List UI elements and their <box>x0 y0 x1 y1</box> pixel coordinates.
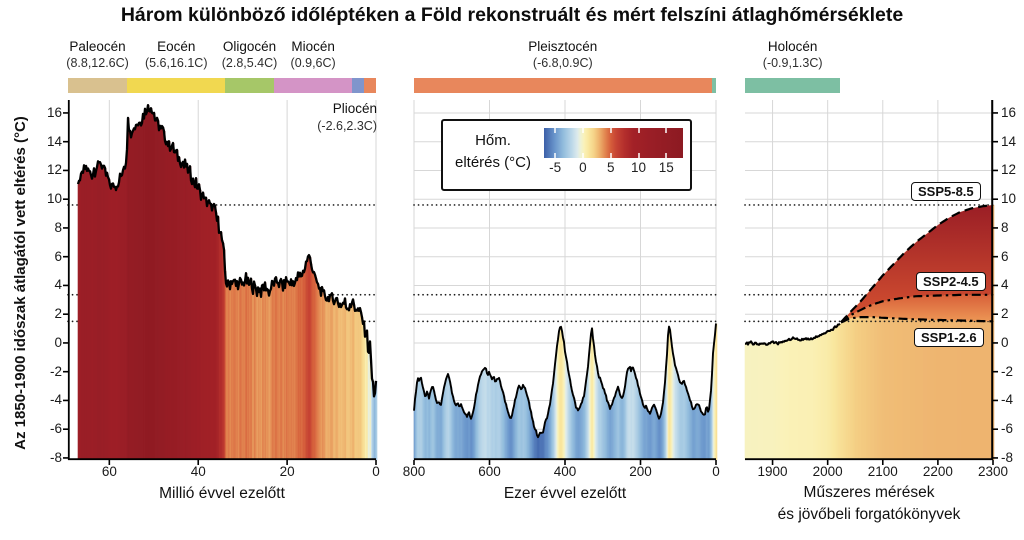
x-tick-label: 800 <box>402 464 426 479</box>
epoch-range-oligocén: (2.8,5.4C) <box>221 56 278 70</box>
ssp1-26-label: SSP1-2.6 <box>914 328 984 347</box>
x-tick-label: 600 <box>478 464 501 479</box>
epoch-bar-pleisztocén <box>414 78 712 93</box>
y-tick-label: 0 <box>1001 334 1009 350</box>
x-tick-label: 400 <box>553 464 577 479</box>
y-tick-label: 6 <box>1001 248 1009 264</box>
pliocene-annotation: Pliocén (-2.6,2.3C) <box>255 101 377 133</box>
x-tick-label: 2300 <box>977 464 1009 479</box>
y-tick-label: 12 <box>1001 162 1017 178</box>
colorbar-tick-mark <box>581 153 584 158</box>
colorbar-tick-label: 0 <box>579 160 587 175</box>
x-tick-label: 40 <box>190 464 206 479</box>
y-tick-label: 12 <box>46 162 62 178</box>
epoch-range-holocén: (-0.9,1.3C) <box>762 56 823 70</box>
colorbar-tick-mark <box>554 153 557 158</box>
pleistocene-chart <box>413 100 718 465</box>
x-axis-title-middle: Ezer évvel ezelőtt <box>503 485 627 502</box>
y-tick-label: 4 <box>54 277 62 293</box>
epoch-bar-holocén <box>745 78 841 93</box>
x-tick-label: 60 <box>101 464 117 479</box>
colorbar-tick-mark <box>665 128 668 133</box>
y-tick-label: -6 <box>49 421 62 437</box>
colorbar-tick-label: 15 <box>658 160 674 175</box>
x-tick-label: 2100 <box>867 464 898 479</box>
colorbar-tick-mark <box>665 153 668 158</box>
y-tick-label: 16 <box>1001 104 1017 120</box>
colorbar-tick-mark <box>637 128 640 133</box>
epoch-bar-pliocén <box>352 78 365 93</box>
epoch-range-paleocén: (8.8,12.6C) <box>66 56 129 70</box>
epoch-name-pleisztocén: Pleisztocén <box>528 39 598 54</box>
pliocene-name: Pliocén <box>332 101 377 116</box>
x-tick-label: 1900 <box>757 464 788 479</box>
epoch-name-holocén: Holocén <box>767 39 818 54</box>
y-tick-label: -8 <box>1001 449 1014 465</box>
y-tick-label: 16 <box>46 104 62 120</box>
x-axis-title-left: Millió évvel ezelőtt <box>159 485 285 502</box>
y-tick-label: 14 <box>1001 133 1017 149</box>
epoch-range-pleisztocén: (-6.8,0.9C) <box>532 56 593 70</box>
colorbar-tick-mark <box>609 128 612 133</box>
x-tick-label: 0 <box>712 464 720 479</box>
colorbar-gradient <box>544 128 683 158</box>
colorbar-title-line1: Hőm. <box>475 132 511 149</box>
epoch-bar-pleisztocén <box>364 78 376 93</box>
epoch-bar-holocén <box>711 78 716 93</box>
y-tick-label: 8 <box>54 219 62 235</box>
colorbar-tick-mark <box>637 153 640 158</box>
epoch-name-eocén: Eocén <box>157 39 196 54</box>
y-tick-label: 14 <box>46 133 62 149</box>
x-tick-label: 2200 <box>922 464 953 479</box>
epoch-bar-paleocén <box>68 78 128 93</box>
y-tick-label: 0 <box>54 334 62 350</box>
colorbar-tick-label: -5 <box>549 160 562 175</box>
x-axis-title-right-line1: Műszeres mérések <box>803 484 935 501</box>
colorbar-tick-mark <box>554 128 557 133</box>
x-tick-label: 200 <box>629 464 652 479</box>
epoch-bar-eocén <box>127 78 226 93</box>
colorbar-tick-label: 10 <box>631 160 647 175</box>
pliocene-range: (-2.6,2.3C) <box>317 119 377 133</box>
colorbar-tick-label: 5 <box>606 160 615 175</box>
ssp2-45-label: SSP2-4.5 <box>916 272 986 291</box>
y-tick-label: -2 <box>49 363 62 379</box>
epoch-bar-miocén <box>273 78 353 93</box>
y-tick-label: -2 <box>1001 363 1014 379</box>
y-tick-label: -8 <box>49 449 62 465</box>
x-tick-label: 0 <box>372 464 380 479</box>
epoch-name-miocén: Miocén <box>291 39 335 54</box>
y-tick-label: 8 <box>1001 219 1009 235</box>
x-tick-label: 20 <box>279 464 295 479</box>
colorbar-tick-mark <box>581 128 584 133</box>
y-tick-label: 10 <box>46 191 62 207</box>
y-tick-label: 4 <box>1001 277 1009 293</box>
y-tick-label: 2 <box>1001 306 1009 322</box>
x-axis-title-right-line2: és jövőbeli forgatókönyvek <box>777 506 961 523</box>
y-tick-label: 2 <box>54 306 62 322</box>
y-tick-label: 10 <box>1001 191 1017 207</box>
epoch-range-miocén: (0.9,6C) <box>290 56 336 70</box>
x-tick-label: 2000 <box>812 464 843 479</box>
figure-title: Három különböző időléptéken a Föld rekon… <box>120 4 904 26</box>
colorbar-legend: Hőm. eltérés (°C) -5 0 5 10 15 <box>441 119 692 191</box>
epoch-range-eocén: (5.6,16.1C) <box>144 56 208 70</box>
y-tick-label: 6 <box>54 248 62 264</box>
colorbar-tick-mark <box>609 153 612 158</box>
colorbar-title-line2: eltérés (°C) <box>454 154 531 171</box>
ssp5-85-label: SSP5-8.5 <box>911 182 981 201</box>
epoch-name-paleocén: Paleocén <box>69 39 126 54</box>
y-tick-label: -6 <box>1001 421 1014 437</box>
y-tick-label: -4 <box>49 392 62 408</box>
epoch-name-oligocén: Oligocén <box>222 39 277 54</box>
y-tick-label: -4 <box>1001 392 1014 408</box>
epoch-bar-oligocén <box>225 78 274 93</box>
y-axis-title: Az 1850-1900 időszak átlagától vett elté… <box>12 116 29 450</box>
cenozoic-chart <box>63 100 378 465</box>
